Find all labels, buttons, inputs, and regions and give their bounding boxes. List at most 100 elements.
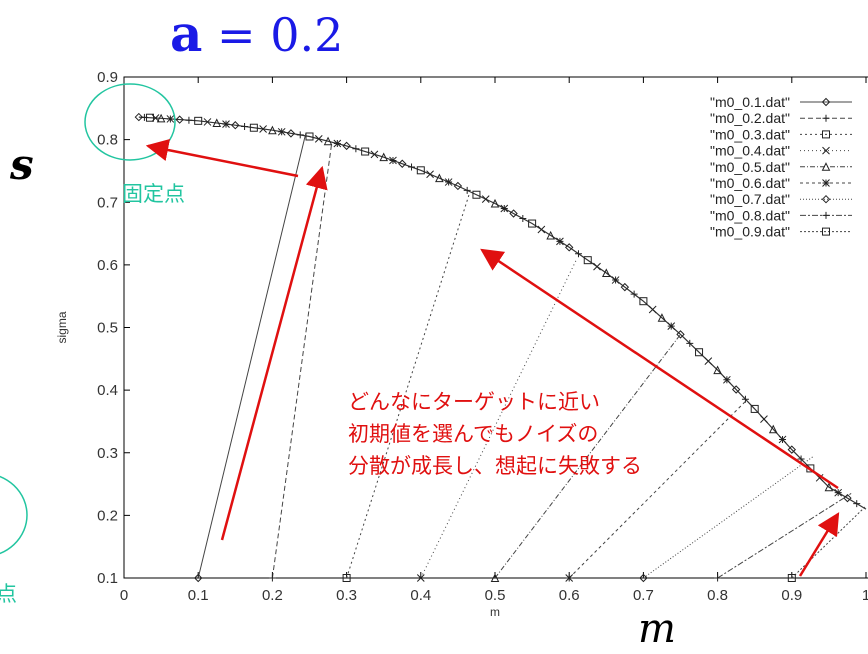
point-marker (564, 243, 574, 252)
point-marker (853, 500, 861, 508)
point-marker (241, 122, 249, 130)
annotation-arrow (798, 512, 840, 577)
point-marker (822, 227, 830, 236)
point-marker (741, 395, 749, 403)
point-marker (490, 198, 500, 208)
point-marker (305, 132, 314, 141)
point-marker (593, 262, 601, 271)
point-marker (574, 250, 582, 258)
point-marker (156, 113, 166, 123)
point-marker (714, 574, 722, 582)
point-marker (314, 134, 323, 143)
point-marker (342, 574, 351, 582)
point-marker (203, 118, 212, 126)
legend-label: "m0_0.8.dat" (710, 207, 790, 223)
y-tick-label: 0.1 (97, 570, 118, 587)
x-tick-label: 1 (862, 587, 868, 604)
point-marker (500, 204, 509, 213)
point-marker (453, 181, 463, 191)
point-marker (657, 313, 667, 322)
legend-label: "m0_0.9.dat" (710, 224, 790, 240)
series-line (346, 194, 470, 579)
point-marker (601, 268, 611, 278)
point-marker (389, 156, 397, 165)
annotation-arrow (220, 165, 328, 541)
point-marker (821, 194, 831, 204)
point-marker (277, 127, 286, 136)
point-marker (444, 178, 453, 186)
point-marker (472, 190, 481, 199)
point-marker (481, 195, 490, 203)
point-marker (286, 129, 296, 138)
point-marker (834, 488, 843, 497)
fixed-point-circle-cut (0, 475, 28, 555)
point-marker (676, 330, 685, 339)
point-marker (787, 445, 797, 454)
point-marker (750, 404, 759, 413)
annotation-arrow (480, 248, 839, 490)
y-tick-label: 0.3 (97, 445, 118, 462)
point-marker (175, 115, 184, 124)
point-marker (620, 282, 630, 292)
point-marker (546, 230, 555, 240)
point-marker (639, 297, 648, 306)
point-marker (370, 150, 379, 159)
x-tick-label: 0.4 (410, 587, 431, 604)
point-marker (843, 493, 852, 503)
series-line (271, 142, 333, 579)
x-tick-label: 0 (120, 587, 128, 604)
fixed-point-circle (84, 83, 176, 161)
point-marker (713, 365, 722, 375)
y-tick-label: 0.4 (97, 382, 118, 399)
point-marker (268, 574, 276, 582)
point-marker (778, 435, 787, 444)
legend-label: "m0_0.2.dat" (710, 110, 790, 126)
point-marker (268, 125, 277, 135)
fixed-point-label-cut: 点 (0, 582, 17, 606)
y-tick-label: 0.6 (97, 257, 118, 274)
y-tick-label: 0.2 (97, 507, 118, 524)
legend-label: "m0_0.3.dat" (710, 126, 790, 142)
chart-title: a = 0.2 (170, 4, 343, 63)
point-marker (259, 125, 267, 133)
point-marker (723, 375, 731, 384)
point-marker (519, 215, 527, 223)
point-marker (822, 114, 830, 122)
y-symbol-s: s (10, 140, 34, 189)
point-marker (822, 179, 830, 187)
x-tick-label: 0.5 (485, 587, 506, 604)
y-tick-label: 0.9 (97, 69, 118, 86)
y-tick-label: 0.7 (97, 194, 118, 211)
point-marker (822, 130, 830, 139)
x-tick-label: 0.7 (633, 587, 654, 604)
series-line (717, 493, 852, 579)
point-marker (134, 112, 144, 122)
point-marker (193, 573, 203, 583)
annotation-line-3: 分散が成長し、想起に失敗する (348, 454, 642, 478)
point-marker (249, 123, 258, 132)
series-line (643, 455, 815, 579)
point-marker (490, 573, 500, 582)
point-marker (185, 116, 193, 124)
fixed-point-label: 固定点 (122, 182, 185, 206)
legend-label: "m0_0.5.dat" (710, 159, 790, 175)
point-marker (342, 141, 351, 151)
point-marker (352, 145, 360, 153)
y-tick-label: 0.5 (97, 320, 118, 337)
point-marker (426, 170, 434, 179)
point-marker (435, 173, 444, 183)
point-marker (667, 322, 676, 330)
x-axis-label: m (490, 605, 500, 619)
x-tick-label: 0.6 (559, 587, 580, 604)
point-marker (463, 186, 471, 194)
legend-label: "m0_0.1.dat" (710, 94, 790, 110)
x-tick-label: 0.9 (781, 587, 802, 604)
point-marker (583, 256, 592, 265)
point-marker (822, 211, 830, 219)
point-marker (787, 574, 796, 582)
title-value: = 0.2 (217, 8, 344, 62)
point-marker (145, 113, 154, 122)
series-line (791, 505, 867, 579)
y-tick-label: 0.8 (97, 132, 118, 149)
